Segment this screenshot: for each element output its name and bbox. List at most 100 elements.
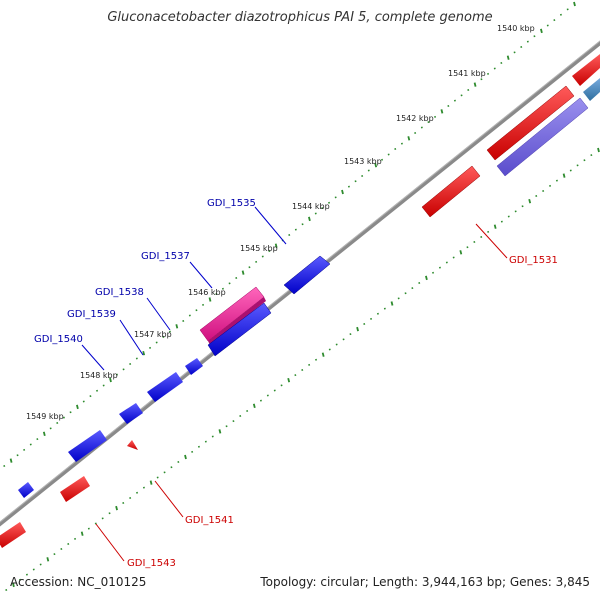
tick-mark xyxy=(301,369,304,372)
tick-mark xyxy=(94,522,97,525)
tick-mark xyxy=(5,589,8,592)
gene-block-steel[interactable] xyxy=(583,78,600,101)
tick-mark xyxy=(218,429,222,434)
kbp-label: 1540 kbp xyxy=(497,24,535,33)
tick-mark xyxy=(39,563,42,566)
lower-tick-row xyxy=(5,147,600,592)
gene-block-purple[interactable] xyxy=(496,97,589,177)
gene-block-reverse[interactable] xyxy=(0,522,26,548)
tick-mark xyxy=(149,346,152,349)
tick-mark xyxy=(108,512,111,515)
tick-mark xyxy=(335,343,338,346)
tick-mark xyxy=(182,319,185,322)
tick-mark xyxy=(467,88,470,91)
gene-label[interactable]: GDI_1537 xyxy=(141,251,190,262)
gene-block-reverse[interactable] xyxy=(572,54,600,86)
tick-mark xyxy=(76,404,79,410)
tick-mark xyxy=(235,276,238,279)
tick-mark xyxy=(460,94,463,97)
gene-block-forward[interactable] xyxy=(185,358,203,375)
gene-label[interactable]: GDI_1543 xyxy=(127,558,176,569)
tick-mark xyxy=(241,270,245,275)
gene-block-forward[interactable] xyxy=(119,403,143,424)
tick-mark xyxy=(175,324,179,329)
gene-label[interactable]: GDI_1541 xyxy=(185,515,234,526)
gene-label[interactable]: GDI_1539 xyxy=(67,309,116,320)
gene-block-reverse[interactable] xyxy=(486,85,575,161)
tick-mark xyxy=(87,527,90,530)
tick-mark xyxy=(383,307,386,310)
tick-mark xyxy=(466,246,469,249)
tick-mark xyxy=(370,317,373,320)
kbp-label: 1548 kbp xyxy=(80,371,118,380)
gene-label[interactable]: GDI_1540 xyxy=(34,334,83,345)
kbp-label: 1541 kbp xyxy=(448,69,486,78)
kbp-label: 1543 kbp xyxy=(344,157,382,166)
tick-mark xyxy=(156,476,159,479)
tick-mark xyxy=(390,301,394,306)
tick-mark xyxy=(411,287,414,290)
tick-mark xyxy=(9,458,13,463)
tick-mark xyxy=(170,466,173,469)
tick-mark xyxy=(197,445,200,448)
tick-mark xyxy=(280,384,283,387)
tick-mark xyxy=(268,250,271,253)
gene-leader-line xyxy=(475,223,508,259)
tick-mark xyxy=(129,362,132,365)
tick-mark xyxy=(453,99,456,102)
tick-mark xyxy=(420,126,423,129)
gene-block-reverse[interactable] xyxy=(421,165,481,218)
tick-mark xyxy=(407,136,411,141)
tick-mark xyxy=(528,198,532,204)
tick-mark xyxy=(232,420,235,423)
tick-mark xyxy=(255,260,258,263)
tick-mark xyxy=(274,243,278,248)
gene-block-forward[interactable] xyxy=(68,430,107,462)
tick-mark xyxy=(334,196,337,199)
tick-mark xyxy=(349,333,352,336)
tick-mark xyxy=(506,55,510,60)
tick-mark xyxy=(252,403,256,409)
gene-leader-line xyxy=(95,523,125,562)
tick-mark xyxy=(49,427,52,430)
tick-mark xyxy=(513,51,516,54)
tick-mark xyxy=(60,548,63,551)
gene-leader-line xyxy=(119,319,144,356)
gene-block-forward[interactable] xyxy=(207,302,272,357)
tick-mark xyxy=(597,147,600,153)
tick-mark xyxy=(493,224,497,229)
tick-mark xyxy=(308,216,311,222)
gene-block-forward[interactable] xyxy=(147,372,183,402)
tick-mark xyxy=(376,312,379,315)
tick-mark xyxy=(321,207,324,210)
gene-label[interactable]: GDI_1535 xyxy=(207,198,256,209)
tick-mark xyxy=(266,394,269,397)
kbp-label: 1547 kbp xyxy=(134,330,172,339)
tick-mark xyxy=(354,180,357,183)
gene-label[interactable]: GDI_1531 xyxy=(509,255,558,266)
tick-mark xyxy=(487,230,490,233)
tick-mark xyxy=(122,502,125,505)
topology-info: Topology: circular; Length: 3,944,163 bp… xyxy=(260,575,590,589)
gene-block-reverse[interactable] xyxy=(127,440,138,450)
tick-mark xyxy=(19,578,22,581)
tick-mark xyxy=(473,241,476,244)
tick-mark xyxy=(96,389,99,392)
tick-mark xyxy=(432,271,435,274)
tick-mark xyxy=(155,341,158,344)
gene-block-forward[interactable] xyxy=(18,482,34,498)
tick-mark xyxy=(533,35,536,38)
tick-mark xyxy=(507,215,510,218)
tick-mark xyxy=(315,358,318,361)
gene-label[interactable]: GDI_1538 xyxy=(95,287,144,298)
tick-mark xyxy=(546,24,549,27)
tick-mark xyxy=(367,169,370,172)
gene-block-forward[interactable] xyxy=(199,286,266,345)
tick-mark xyxy=(535,195,538,198)
gene-block-forward[interactable] xyxy=(283,255,331,295)
kbp-label: 1545 kbp xyxy=(240,244,278,253)
tick-mark xyxy=(67,542,70,545)
tick-mark xyxy=(101,517,104,520)
tick-mark xyxy=(308,363,311,366)
gene-block-reverse[interactable] xyxy=(60,476,90,502)
